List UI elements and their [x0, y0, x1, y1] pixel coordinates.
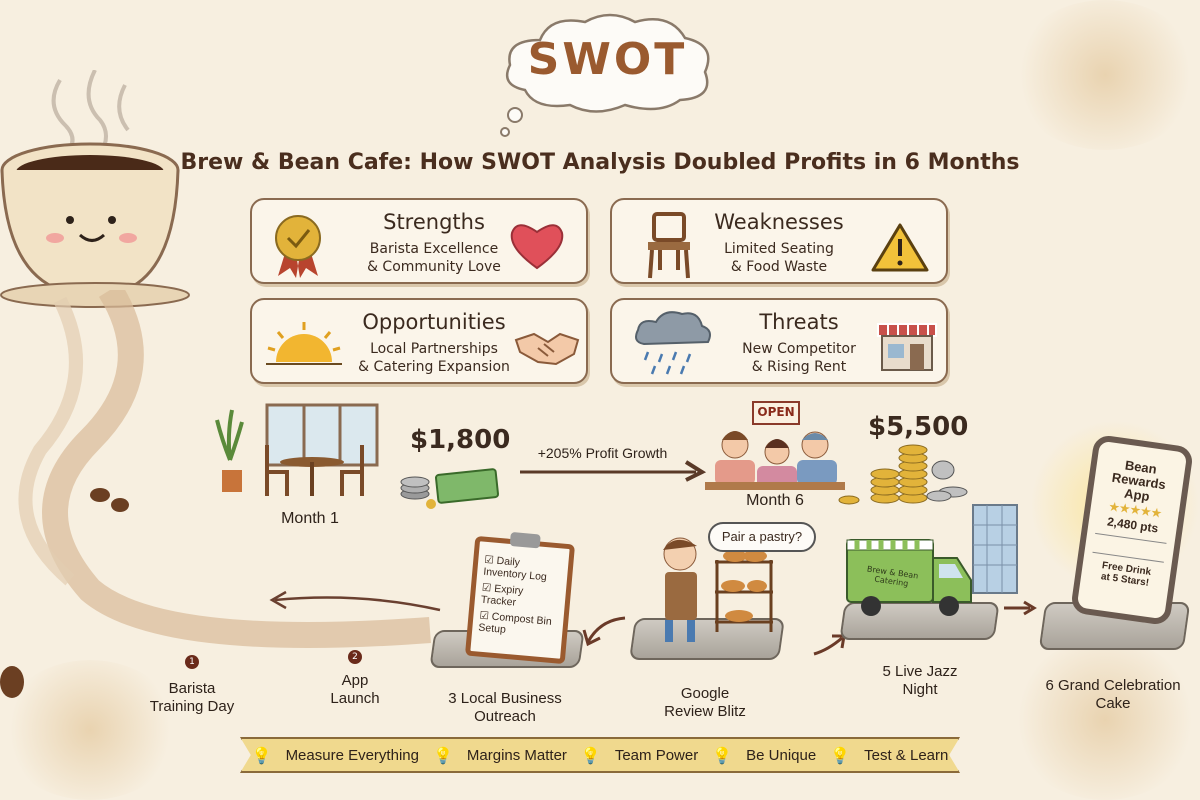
checklist-item: ☑ Daily Inventory Log	[482, 553, 548, 584]
speech-bubble: Pair a pastry?	[708, 522, 816, 552]
catering-food-truck	[846, 539, 972, 616]
coffee-swirl-path	[0, 290, 431, 698]
lesson-item: Team Power	[614, 746, 699, 764]
opportunities-card: Opportunities Local Partnerships & Cateri…	[250, 298, 588, 384]
step-number-badge: 1	[185, 655, 199, 669]
office-building	[972, 504, 1018, 594]
storefront-icon	[877, 323, 937, 371]
lesson-item: Be Unique	[746, 746, 817, 764]
barista-with-pastries-illustration	[663, 537, 773, 642]
checklist-item: ☑ Expiry Tracker	[480, 581, 524, 609]
checklist-item: ☑ Compost Bin Setup	[477, 609, 553, 636]
warning-icon	[871, 223, 929, 272]
thought-cloud: SWOT	[495, 10, 720, 137]
medal-icon	[275, 215, 321, 278]
threats-description: New Competitor & Rising Rent	[742, 341, 856, 375]
step-number-badge: 2	[348, 650, 362, 664]
step-app-launch: App Launch	[330, 672, 380, 707]
strengths-card: Strengths Barista Excellence & Community …	[250, 198, 588, 284]
opportunities-heading: Opportunities	[362, 310, 506, 334]
lesson-item: Margins Matter	[466, 746, 567, 764]
lesson-item: Test & Learn	[864, 746, 949, 764]
clipboard-clip	[509, 531, 541, 549]
coffee-stain	[0, 660, 180, 800]
coin-stacks-icon	[838, 444, 968, 505]
empty-cafe-illustration	[215, 403, 379, 496]
opportunities-description: Local Partnerships & Catering Expansion	[358, 341, 510, 375]
weaknesses-card: Weaknesses Limited Seating & Food Waste	[610, 198, 948, 284]
busy-cafe-illustration	[705, 401, 845, 490]
month6-label: Month 6	[746, 492, 804, 509]
coffee-stain	[1010, 0, 1200, 150]
lightbulb-icon: 💡	[432, 745, 453, 765]
app-lines	[1092, 532, 1167, 563]
growth-arrow	[520, 460, 707, 482]
strengths-heading: Strengths	[383, 210, 485, 234]
threats-heading: Threats	[759, 310, 839, 334]
swot-word: SWOT	[527, 34, 688, 85]
lesson-item: Measure Everything	[285, 746, 419, 764]
month1-label: Month 1	[281, 510, 339, 527]
timeline-arrow	[1004, 600, 1037, 616]
free-drink-promo: Free Drink at 5 Stars!	[1100, 560, 1152, 589]
sunrise-icon	[266, 322, 342, 365]
step-grand-celebration-cake: 6 Grand Celebration Cake	[1045, 677, 1181, 712]
lightbulb-icon: 💡	[251, 745, 272, 765]
lightbulb-icon: 💡	[830, 745, 851, 765]
growth-arrow-label: +205% Profit Growth	[537, 445, 668, 461]
lightbulb-icon: 💡	[580, 745, 601, 765]
lessons-banner: 💡 Measure Everything 💡 Margins Matter 💡 Tea…	[240, 737, 960, 773]
heart-icon	[510, 224, 564, 270]
coffee-stain	[1010, 640, 1200, 800]
strengths-description: Barista Excellence & Community Love	[367, 241, 501, 275]
cash-and-coins-icon	[400, 468, 500, 509]
step-google-review-blitz: Google Review Blitz	[664, 685, 746, 720]
open-sign: OPEN	[757, 405, 795, 419]
month6-amount: $5,500	[868, 412, 969, 442]
page-title: Brew & Bean Cafe: How SWOT Analysis Doub…	[180, 150, 1020, 175]
timeline-arrow	[582, 616, 626, 647]
rain-cloud-icon	[635, 311, 711, 375]
threats-card: Threats New Competitor & Rising Rent	[610, 298, 948, 384]
coffee-cup-mascot	[0, 70, 190, 308]
chair-icon	[648, 212, 690, 279]
step-live-jazz-night: 5 Live Jazz Night	[882, 663, 958, 698]
weaknesses-description: Limited Seating & Food Waste	[724, 241, 834, 275]
timeline-arrow	[269, 590, 441, 612]
step-local-business-outreach: 3 Local Business Outreach	[448, 690, 562, 725]
weaknesses-heading: Weaknesses	[714, 210, 844, 234]
clipboard-checklist: ☑ Daily Inventory Log ☑ Expiry Tracker ☑…	[464, 531, 576, 665]
lightbulb-icon: 💡	[712, 745, 733, 765]
handshake-icon	[514, 332, 580, 366]
month1-amount: $1,800	[410, 425, 511, 455]
step-barista-training-day: Barista Training Day	[149, 680, 235, 715]
